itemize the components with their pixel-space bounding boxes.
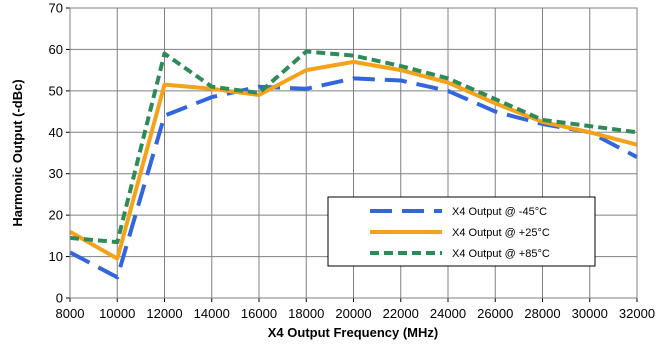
y-tick-label: 70 [49,1,63,16]
legend-label-2: X4 Output @ +25°C [452,227,550,239]
x-tick-label: 26000 [477,306,513,321]
x-tick-label: 28000 [524,306,560,321]
y-tick-label: 0 [56,291,63,306]
x-tick-label: 22000 [383,306,419,321]
x-tick-label: 18000 [288,306,324,321]
x-axis-title: X4 Output Frequency (MHz) [268,325,438,340]
x-tick-label: 16000 [241,306,277,321]
plot-frame [69,7,638,299]
series-line-3 [69,49,638,245]
y-tick-label: 30 [49,166,63,181]
series-line-1 [69,76,638,280]
y-tick-label: 50 [49,83,63,98]
x-tick-label: 14000 [194,306,230,321]
y-tick-label: 40 [49,125,63,140]
legend: X4 Output @ -45°C X4 Output @ +25°C X4 Out… [327,196,596,267]
y-tick-label: 20 [49,208,63,223]
legend-label-3: X4 Output @ +85°C [452,248,550,260]
legend-label-1: X4 Output @ -45°C [452,206,547,218]
series-lines [69,49,638,280]
x-tick-label: 8000 [56,306,85,321]
y-tick-label: 60 [49,42,63,57]
y-tick-label: 10 [49,249,63,264]
x-tick-label: 20000 [335,306,371,321]
x-tick-label: 10000 [99,306,135,321]
x-tick-labels: 8000 10000 12000 14000 16000 18000 20000 22000 2… [56,298,655,321]
y-axis-title: Harmonic Output (-dBc) [10,79,25,226]
y-tick-labels: 0 10 20 30 40 50 60 70 [49,1,70,306]
x-tick-label: 12000 [146,306,182,321]
x-tick-label: 24000 [430,306,466,321]
x-tick-label: 32000 [619,306,655,321]
x-tick-label: 30000 [572,306,608,321]
